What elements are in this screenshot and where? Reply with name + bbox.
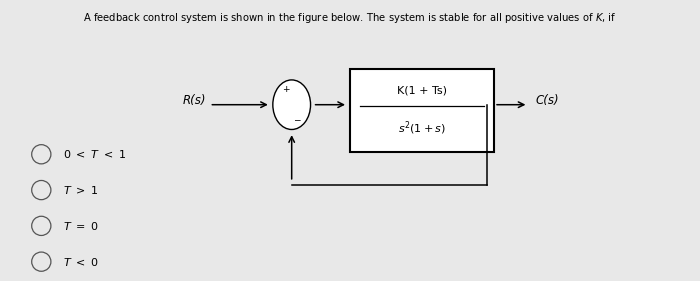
- Text: C(s): C(s): [536, 94, 559, 107]
- Text: R(s): R(s): [183, 94, 206, 107]
- Text: K(1 + Ts): K(1 + Ts): [397, 86, 447, 96]
- Text: $0\ <\ T\ <\ 1$: $0\ <\ T\ <\ 1$: [63, 148, 127, 160]
- Text: −: −: [293, 115, 301, 124]
- Text: $T\ <\ 0$: $T\ <\ 0$: [63, 256, 99, 268]
- Ellipse shape: [273, 80, 311, 130]
- Text: $T\ >\ 1$: $T\ >\ 1$: [63, 184, 99, 196]
- Text: +: +: [283, 85, 290, 94]
- Text: $s^2(1 + s)$: $s^2(1 + s)$: [398, 119, 446, 137]
- Text: $T\ =\ 0$: $T\ =\ 0$: [63, 220, 99, 232]
- Bar: [350, 69, 494, 151]
- Text: A feedback control system is shown in the figure below. The system is stable for: A feedback control system is shown in th…: [83, 11, 617, 25]
